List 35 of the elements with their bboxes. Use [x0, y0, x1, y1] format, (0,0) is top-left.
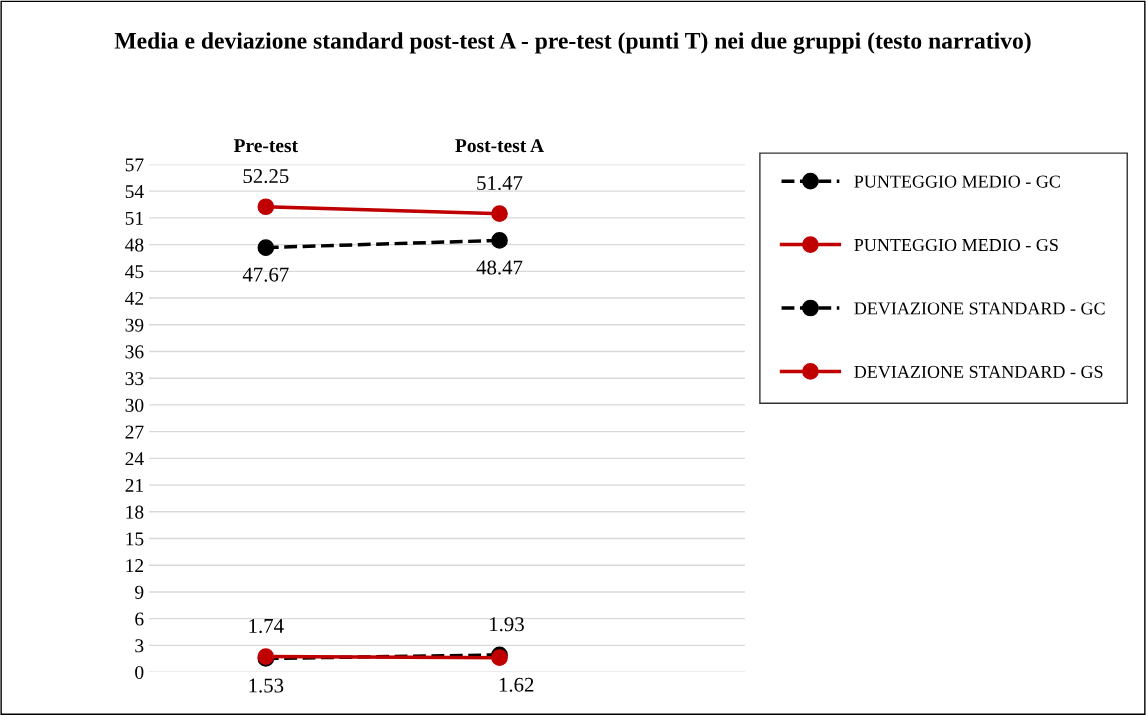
y-tick-label: 0 — [135, 665, 144, 680]
y-tick-label: 3 — [135, 639, 144, 653]
y-tick-label: 48 — [125, 238, 144, 252]
y-tick-label: 12 — [126, 559, 144, 572]
y-tick-label: 30 — [125, 398, 144, 412]
y-tick-label: 42 — [125, 291, 144, 305]
data-label: 1.53 — [249, 678, 284, 693]
legend-label: PUNTEGGIO MEDIO - GC — [854, 175, 1060, 188]
y-tick-label: 9 — [135, 585, 144, 599]
y-tick-label: 51 — [125, 211, 143, 225]
y-tick-label: 33 — [125, 372, 144, 386]
data-label: 47.67 — [242, 267, 289, 282]
y-tick-label: 21 — [125, 478, 143, 492]
legend-label: PUNTEGGIO MEDIO - GS — [854, 238, 1058, 252]
y-tick-label: 6 — [135, 612, 144, 626]
data-label: 52.25 — [243, 169, 289, 184]
legend-label: DEVIAZIONE STANDARD - GS — [854, 365, 1103, 379]
data-label: 1.62 — [499, 677, 534, 692]
data-label: 1.74 — [249, 618, 284, 634]
y-tick-label: 54 — [125, 185, 144, 199]
y-tick-label: 57 — [125, 158, 144, 172]
data-label: 48.47 — [476, 260, 523, 275]
y-tick-label: 36 — [125, 345, 144, 359]
y-tick-label: 45 — [125, 265, 144, 279]
data-label: 1.93 — [490, 617, 524, 632]
y-tick-label: 27 — [125, 425, 144, 439]
y-tick-label: 39 — [125, 318, 144, 332]
chart-title: Media e deviazione standard post-test A - pre-test (punti T) nei due gruppi (testo narrativo) — [114, 32, 1031, 54]
y-tick-label: 18 — [126, 505, 144, 519]
y-tick-label: 15 — [126, 532, 144, 546]
x-tick-label: Post-test A — [455, 139, 544, 153]
legend-label: DEVIAZIONE STANDARD - GC — [854, 302, 1105, 315]
y-tick-label: 24 — [125, 452, 144, 466]
data-label: 51.47 — [477, 176, 523, 191]
x-tick-label: Pre-test — [233, 139, 298, 153]
